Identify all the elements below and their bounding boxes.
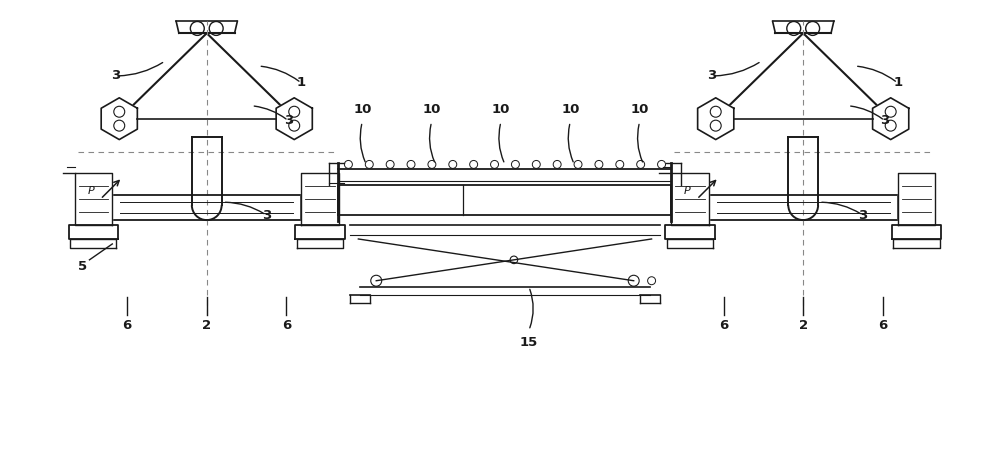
Text: P: P — [88, 186, 94, 196]
Text: 3: 3 — [858, 209, 867, 222]
Text: 3: 3 — [262, 209, 271, 222]
Polygon shape — [873, 98, 909, 140]
Text: 3: 3 — [880, 114, 889, 127]
Polygon shape — [338, 185, 671, 215]
Polygon shape — [101, 98, 137, 140]
Text: 1: 1 — [893, 77, 902, 89]
Polygon shape — [69, 225, 118, 239]
Polygon shape — [75, 173, 112, 225]
Text: 10: 10 — [422, 103, 441, 116]
Text: 1: 1 — [297, 77, 306, 89]
Polygon shape — [892, 225, 941, 239]
Polygon shape — [297, 239, 343, 248]
Text: 10: 10 — [353, 103, 372, 116]
Text: P: P — [684, 186, 691, 196]
Text: 6: 6 — [282, 319, 291, 332]
Text: 2: 2 — [202, 319, 211, 332]
Text: 3: 3 — [111, 70, 120, 82]
Text: 10: 10 — [492, 103, 510, 116]
Text: 6: 6 — [878, 319, 887, 332]
Polygon shape — [671, 173, 709, 225]
Text: 10: 10 — [630, 103, 649, 116]
Text: 5: 5 — [78, 260, 87, 274]
Text: 3: 3 — [284, 114, 293, 127]
Text: 10: 10 — [561, 103, 580, 116]
Polygon shape — [276, 98, 312, 140]
Polygon shape — [893, 239, 940, 248]
Polygon shape — [667, 239, 713, 248]
Polygon shape — [898, 173, 935, 225]
Polygon shape — [698, 98, 734, 140]
Polygon shape — [70, 239, 116, 248]
Text: 6: 6 — [719, 319, 728, 332]
Text: 2: 2 — [799, 319, 808, 332]
Polygon shape — [301, 173, 339, 225]
Text: 6: 6 — [123, 319, 132, 332]
Text: 3: 3 — [707, 70, 716, 82]
Polygon shape — [295, 225, 345, 239]
Text: 15: 15 — [520, 336, 538, 349]
Polygon shape — [665, 225, 715, 239]
